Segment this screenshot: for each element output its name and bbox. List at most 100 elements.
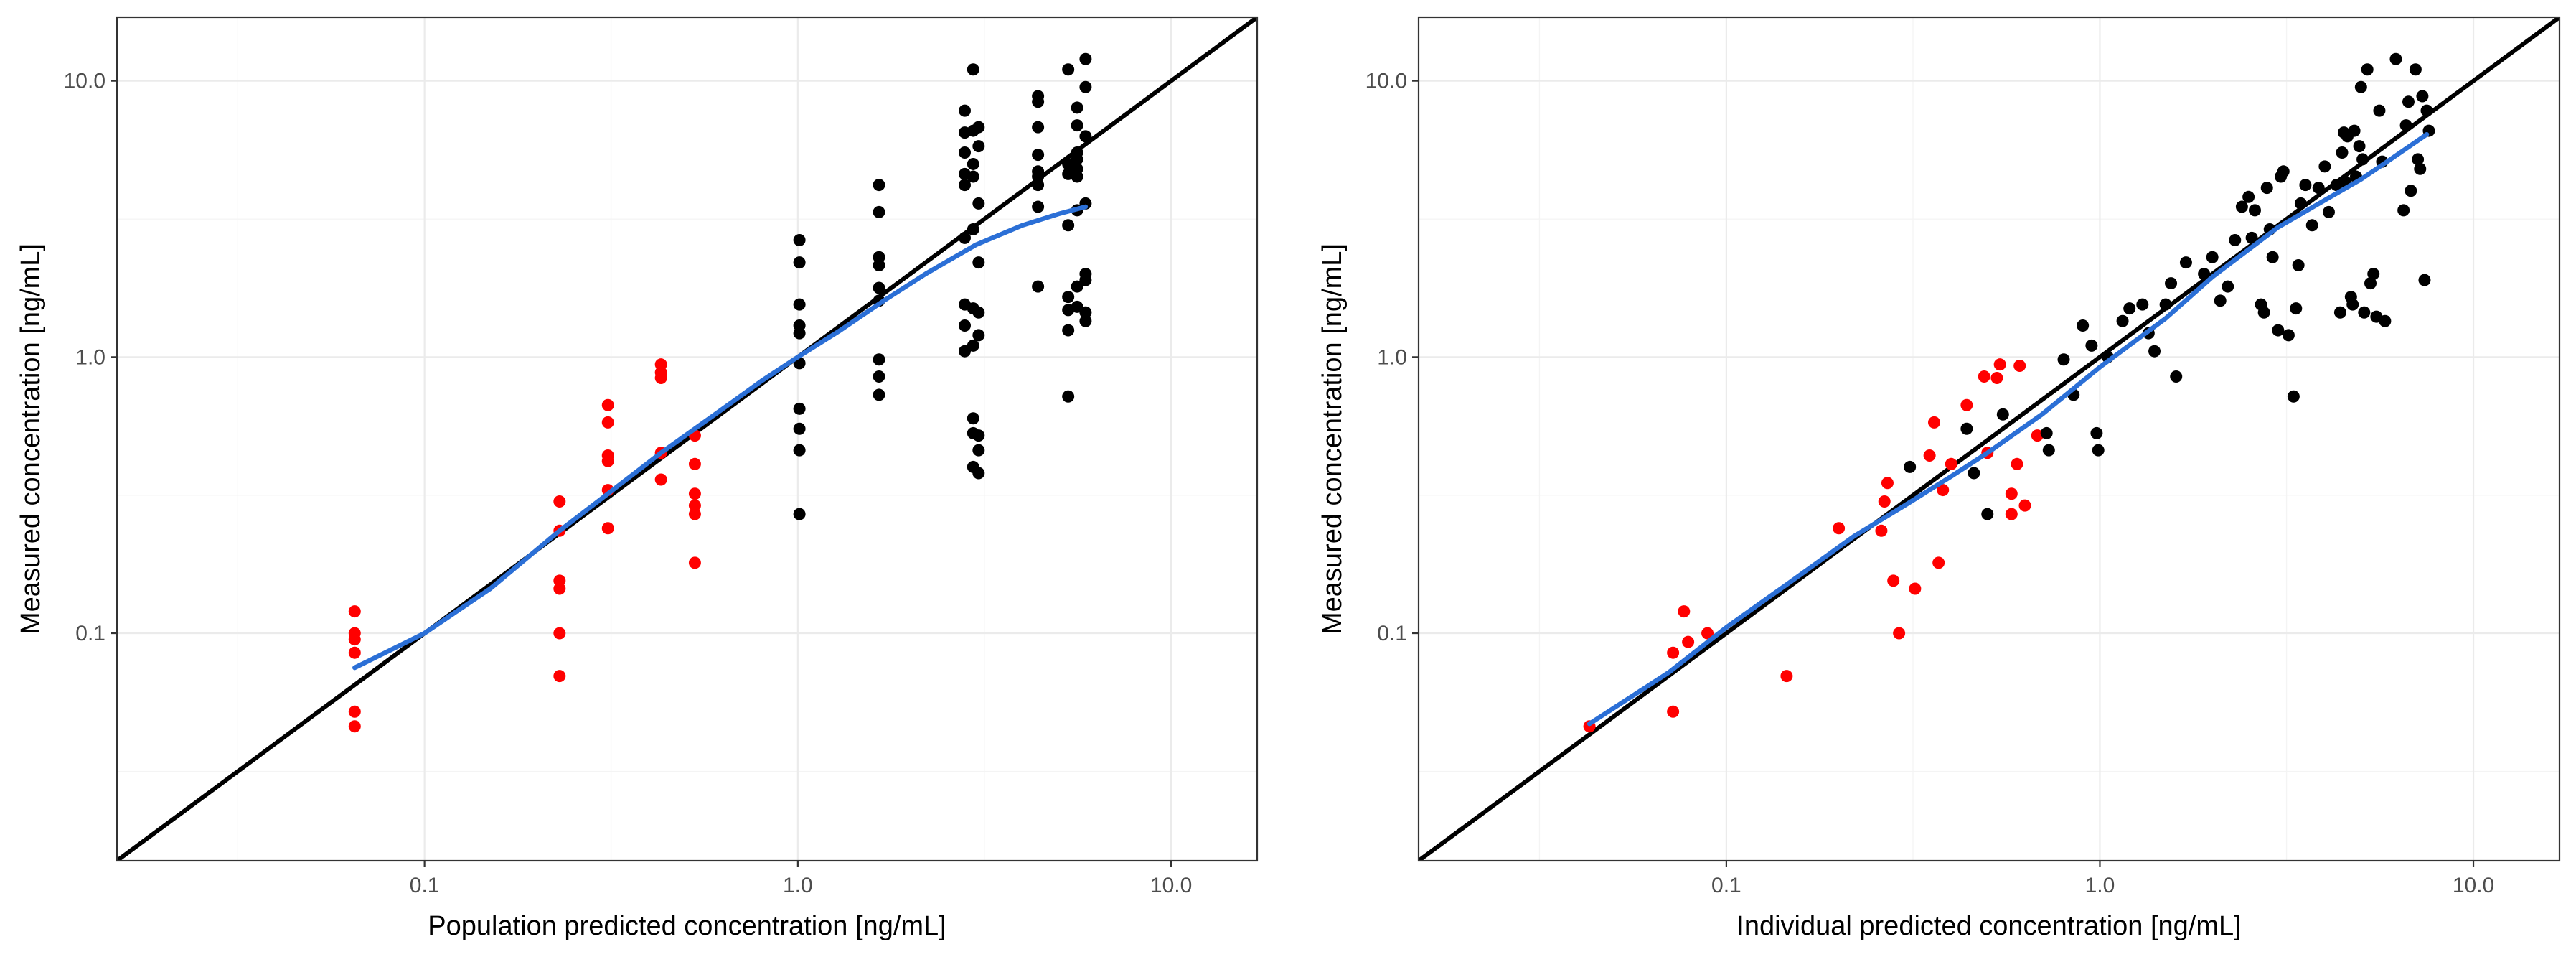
- right-point-observed: [2416, 90, 2429, 103]
- right-point-below_loq: [1978, 370, 1990, 383]
- left-plot: 0.1 1.0 10.0 0.1 1.0 10.0 Population predicte…: [16, 16, 1259, 941]
- right-point-observed: [2170, 370, 2183, 383]
- right-point-observed: [2402, 95, 2415, 108]
- right-point-observed: [2354, 80, 2367, 93]
- right-point-observed: [2399, 119, 2412, 132]
- right-point-observed: [1904, 460, 1917, 473]
- right-x-axis-title: Individual predicted concentration [ng/m…: [1736, 911, 2241, 941]
- left-point-observed: [1062, 324, 1075, 337]
- left-point-observed: [972, 197, 985, 210]
- right-point-observed: [2277, 165, 2290, 178]
- left-x-tick-label: 0.1: [410, 874, 440, 897]
- left-point-observed: [873, 205, 885, 218]
- right-point-below_loq: [1682, 635, 1695, 648]
- right-point-observed: [1968, 467, 1980, 480]
- right-point-below_loq: [1993, 358, 2006, 371]
- right-point-below_loq: [2005, 508, 2018, 520]
- right-x-tick-label: 0.1: [1711, 874, 1741, 897]
- right-point-observed: [2322, 205, 2335, 218]
- left-point-below_loq: [348, 633, 361, 646]
- right-point-below_loq: [2031, 429, 2044, 442]
- left-point-observed: [1071, 153, 1083, 166]
- left-point-observed: [1079, 274, 1092, 286]
- right-point-below_loq: [1881, 477, 1894, 490]
- right-point-observed: [2077, 319, 2090, 332]
- left-point-observed: [1062, 219, 1075, 232]
- left-y-tick-label: 0.1: [75, 622, 105, 645]
- right-point-below_loq: [1780, 670, 1793, 683]
- left-point-observed: [1032, 149, 1045, 162]
- left-point-below_loq: [553, 582, 566, 595]
- right-y-tick-label: 1.0: [1377, 345, 1407, 369]
- left-point-below_loq: [688, 499, 701, 512]
- right-point-observed: [2336, 146, 2349, 159]
- left-point-observed: [873, 388, 885, 401]
- left-point-observed: [1062, 390, 1075, 403]
- left-point-observed: [793, 298, 806, 311]
- right-panel-border: [1417, 16, 2561, 862]
- right-point-below_loq: [1701, 627, 1714, 640]
- left-point-below_loq: [654, 371, 667, 384]
- left-point-observed: [972, 444, 985, 457]
- right-point-observed: [2348, 124, 2361, 137]
- right-point-observed: [2057, 353, 2070, 366]
- left-point-observed: [1032, 95, 1045, 108]
- left-point-observed: [959, 231, 972, 244]
- right-point-observed: [2116, 314, 2129, 327]
- left-point-observed: [1062, 63, 1075, 76]
- right-point-observed: [2245, 231, 2258, 244]
- left-point-observed: [1079, 130, 1092, 143]
- right-point-below_loq: [1678, 605, 1691, 618]
- left-point-below_loq: [553, 495, 566, 508]
- right-point-observed: [2356, 153, 2369, 166]
- right-point-below_loq: [1932, 556, 1945, 569]
- left-point-below_loq: [688, 487, 701, 500]
- right-point-below_loq: [2011, 457, 2023, 470]
- right-point-observed: [2405, 185, 2417, 197]
- right-point-below_loq: [1667, 705, 1680, 718]
- right-smooth-line: [1587, 131, 2430, 727]
- left-point-observed: [1062, 291, 1075, 304]
- left-y-tick-label: 10.0: [64, 70, 105, 93]
- left-point-observed: [793, 444, 806, 457]
- right-point-observed: [2299, 179, 2312, 192]
- left-point-observed: [1079, 314, 1092, 327]
- right-point-observed: [2292, 258, 2305, 271]
- left-point-observed: [793, 327, 806, 340]
- right-point-observed: [2222, 280, 2234, 293]
- left-point-observed: [873, 179, 885, 192]
- right-point-below_loq: [2018, 499, 2031, 512]
- left-x-tick-label: 10.0: [1150, 874, 1192, 897]
- left-point-observed: [972, 121, 985, 134]
- right-point-observed: [2414, 162, 2427, 175]
- right-point-observed: [2272, 324, 2285, 337]
- right-point-observed: [2409, 63, 2422, 76]
- right-point-observed: [2358, 306, 2371, 319]
- right-point-observed: [2312, 182, 2325, 195]
- left-point-below_loq: [601, 522, 614, 535]
- left-point-observed: [1071, 101, 1083, 114]
- left-point-observed: [1062, 157, 1075, 170]
- left-point-below_loq: [348, 720, 361, 733]
- right-point-observed: [2266, 251, 2279, 263]
- right-point-below_loq: [1923, 449, 1936, 462]
- right-point-observed: [2136, 298, 2149, 311]
- right-point-observed: [2420, 104, 2433, 117]
- left-point-observed: [873, 258, 885, 271]
- right-point-below_loq: [2013, 359, 2026, 372]
- left-point-observed: [967, 63, 979, 76]
- right-point-observed: [2257, 306, 2270, 319]
- right-x-tick-label: 10.0: [2453, 874, 2494, 897]
- right-point-observed: [2294, 197, 2307, 210]
- right-point-observed: [2373, 104, 2386, 117]
- left-point-observed: [793, 422, 806, 435]
- right-point-observed: [1996, 408, 2009, 421]
- left-identity-line: [117, 17, 1257, 861]
- right-point-observed: [2379, 314, 2392, 327]
- right-point-below_loq: [1937, 484, 1950, 497]
- left-point-below_loq: [688, 508, 701, 520]
- right-point-below_loq: [1878, 495, 1891, 508]
- left-smooth-line: [352, 204, 1089, 671]
- left-point-observed: [873, 281, 885, 294]
- right-y-tick-label: 0.1: [1377, 622, 1407, 645]
